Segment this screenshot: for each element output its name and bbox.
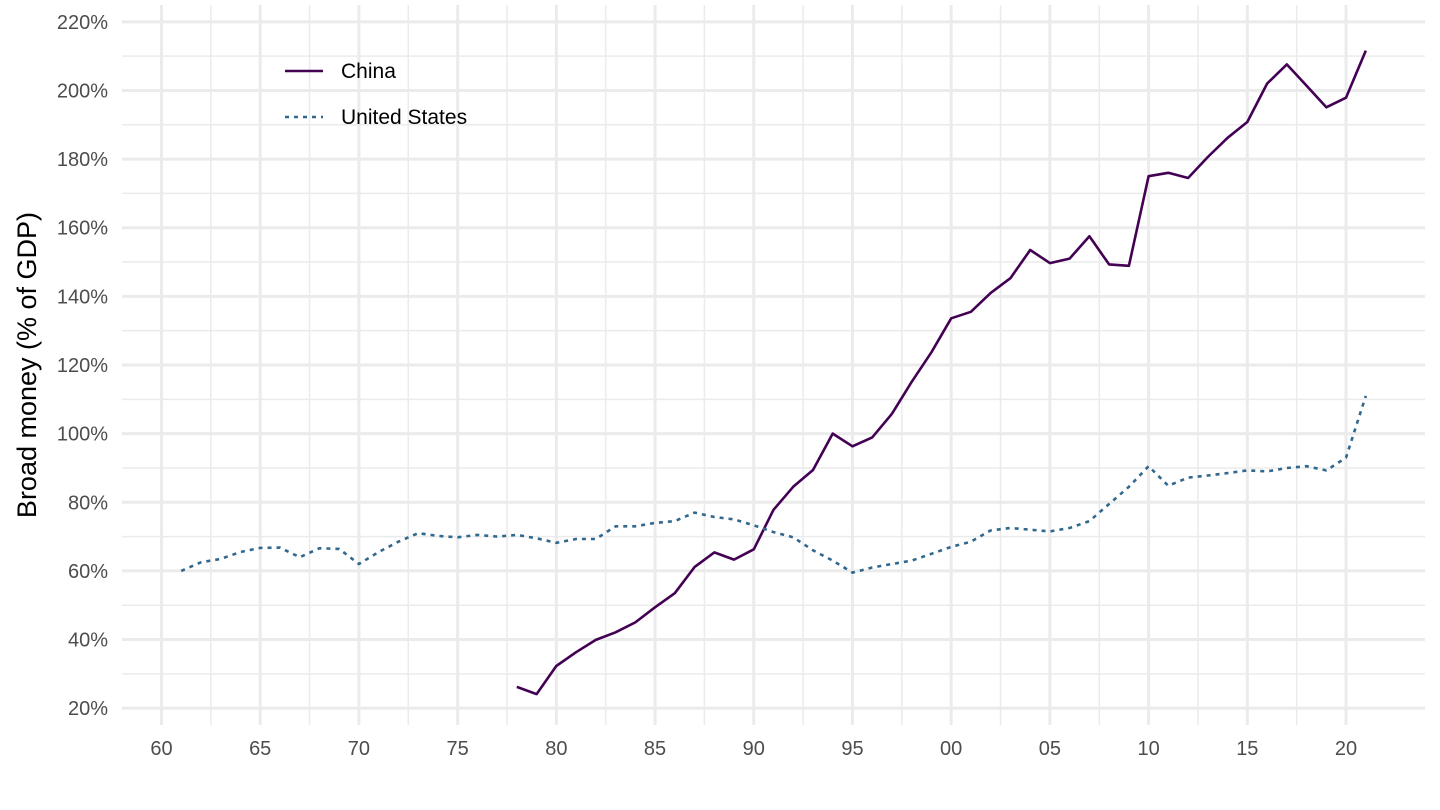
x-tick-label: 10 <box>1137 738 1159 760</box>
y-tick-label: 220% <box>57 12 108 34</box>
legend: China United States <box>285 60 467 129</box>
x-tick-label: 95 <box>841 738 863 760</box>
y-tick-label: 20% <box>68 698 108 720</box>
y-tick-label: 60% <box>68 561 108 583</box>
y-tick-label: 40% <box>68 630 108 652</box>
y-tick-label: 80% <box>68 492 108 514</box>
x-tick-label: 15 <box>1236 738 1258 760</box>
x-tick-label: 70 <box>348 738 370 760</box>
series-line-united-states <box>180 395 1368 574</box>
series-layer <box>180 50 1368 696</box>
x-tick-label: 90 <box>743 738 765 760</box>
y-tick-label: 200% <box>57 80 108 102</box>
series-line-china <box>516 50 1367 696</box>
y-tick-label: 140% <box>57 286 108 308</box>
y-tick-label: 160% <box>57 218 108 240</box>
x-axis-tick-labels: 60 65 70 75 80 85 90 95 00 05 10 15 20 <box>150 738 1357 760</box>
x-tick-label: 20 <box>1335 738 1357 760</box>
grid-major <box>122 5 1425 725</box>
x-tick-label: 00 <box>940 738 962 760</box>
x-tick-label: 80 <box>545 738 567 760</box>
x-tick-label: 65 <box>249 738 271 760</box>
grid-minor <box>122 5 1425 725</box>
y-tick-label: 180% <box>57 149 108 171</box>
y-axis-title: Broad money (% of GDP) <box>12 212 42 518</box>
y-axis-tick-labels: 20% 40% 60% 80% 100% 120% 140% 160% 180% 200% 220% <box>57 12 108 720</box>
x-tick-label: 05 <box>1039 738 1061 760</box>
legend-label-united-states: United States <box>341 106 467 129</box>
y-tick-label: 120% <box>57 355 108 377</box>
y-tick-label: 100% <box>57 424 108 446</box>
legend-label-china: China <box>341 60 396 83</box>
x-tick-label: 75 <box>446 738 468 760</box>
x-tick-label: 60 <box>150 738 172 760</box>
x-tick-label: 85 <box>644 738 666 760</box>
